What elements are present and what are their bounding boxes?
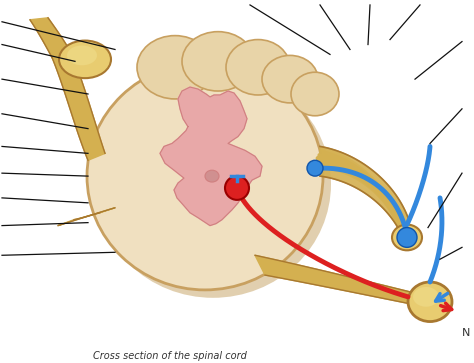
Circle shape bbox=[397, 228, 417, 247]
Ellipse shape bbox=[408, 282, 452, 322]
Ellipse shape bbox=[291, 72, 339, 116]
Polygon shape bbox=[160, 87, 262, 225]
Polygon shape bbox=[58, 208, 115, 225]
Circle shape bbox=[307, 160, 323, 176]
Polygon shape bbox=[30, 18, 72, 57]
Ellipse shape bbox=[67, 45, 97, 65]
Ellipse shape bbox=[205, 170, 219, 182]
Text: Cross section of the spinal cord: Cross section of the spinal cord bbox=[93, 351, 247, 361]
Text: N: N bbox=[462, 329, 470, 338]
Ellipse shape bbox=[182, 32, 254, 91]
Polygon shape bbox=[52, 54, 105, 160]
Ellipse shape bbox=[59, 41, 111, 78]
Polygon shape bbox=[320, 146, 408, 242]
Ellipse shape bbox=[397, 229, 413, 240]
Ellipse shape bbox=[413, 287, 439, 307]
Ellipse shape bbox=[87, 62, 323, 290]
Ellipse shape bbox=[137, 36, 213, 99]
Ellipse shape bbox=[392, 225, 422, 250]
Circle shape bbox=[225, 176, 249, 200]
Ellipse shape bbox=[226, 40, 290, 95]
Ellipse shape bbox=[95, 70, 331, 298]
Ellipse shape bbox=[262, 56, 318, 103]
Polygon shape bbox=[255, 255, 415, 305]
